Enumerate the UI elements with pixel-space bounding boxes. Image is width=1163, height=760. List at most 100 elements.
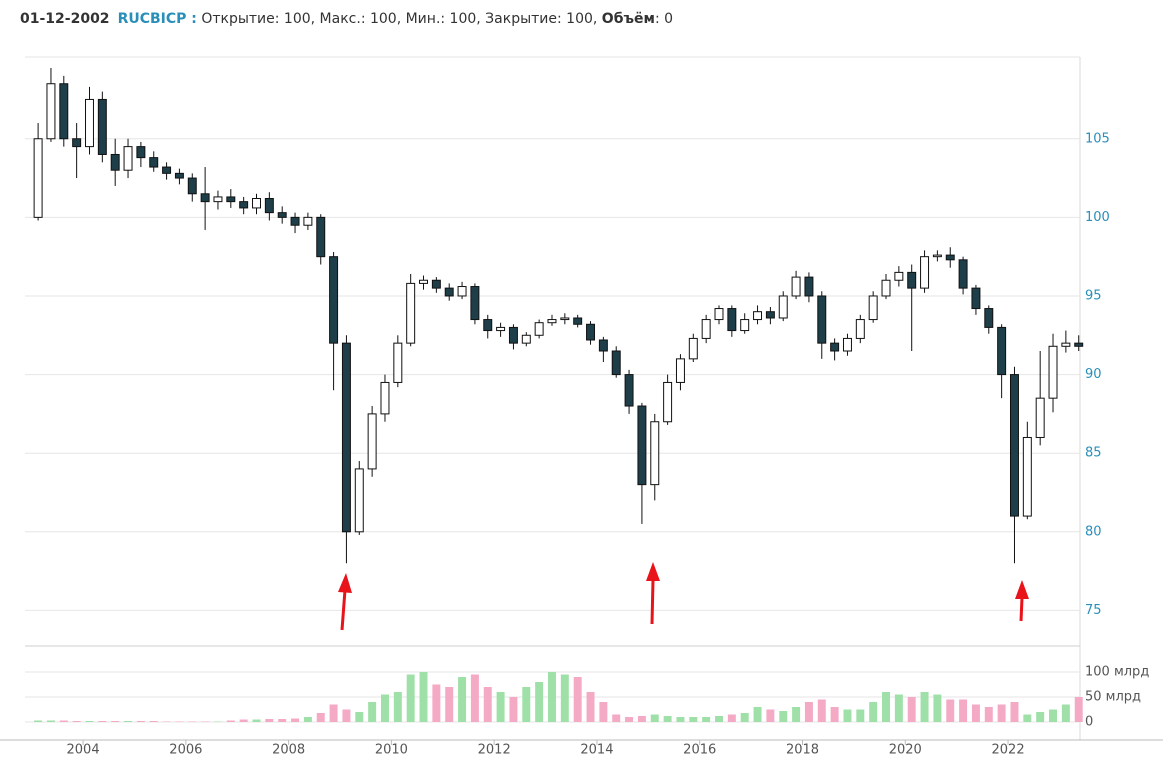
x-tick-label: 2004 [67,743,100,758]
x-tick-label: 2014 [580,743,613,758]
candle-body [508,326,518,344]
candle-body [136,146,146,159]
candle-body [200,193,210,203]
ohlc-fields: Открытие: 100, Макс.: 100, Мин.: 100, За… [201,11,598,27]
candle-body [586,323,596,341]
volume-bar [920,692,929,722]
volume-bar [984,707,993,722]
volume-bar [907,697,916,722]
candle-body [650,421,660,486]
candle-body [290,216,300,226]
candle-body [778,295,788,319]
volume-bar [239,719,248,722]
candle-body [701,319,711,339]
y-tick-label: 85 [1085,446,1102,461]
candle-body [740,319,750,332]
volume-tick-label: 50 млрд [1085,690,1141,705]
candle-body [945,254,955,261]
volume-bar [1049,709,1058,722]
x-tick-label: 2018 [786,743,819,758]
candle-body [842,337,852,352]
candle-body [239,201,249,209]
volume-bar [303,717,312,722]
candle-body [303,216,313,226]
candle-body [753,311,763,321]
candle-body [264,197,274,214]
candle-body [406,282,416,344]
volume-bar [509,697,518,722]
volume-bar [740,713,749,722]
candle-body [611,350,621,376]
volume-bar [406,674,415,722]
x-tick-label: 2012 [478,743,511,758]
volume-bar [419,672,428,722]
volume-bar [856,709,865,722]
candle-body [765,311,775,319]
volume-bar [355,712,364,722]
volume-bar [470,674,479,722]
candle-body [560,317,570,321]
arrow [340,589,347,631]
volume-bar [393,692,402,722]
x-tick-label: 2016 [683,743,716,758]
volume-bar [792,707,801,722]
volume-bar [715,716,723,722]
candle-body [791,276,801,297]
volume-bar [702,717,711,722]
volume-bar [1010,702,1019,722]
candle-body [1074,342,1084,347]
candle-body [72,138,82,148]
header: 01-12-2002 RUCBICP : Открытие: 100, Макс.… [20,11,673,27]
volume-bar [291,718,300,722]
volume-bar [136,721,145,722]
volume-bar [843,709,852,722]
volume-bar [496,692,505,722]
volume-bar [946,699,955,722]
volume-bar [265,719,274,722]
volume-tick-label: 100 млрд [1085,665,1149,680]
y-tick-label: 100 [1085,210,1110,225]
candle-body [971,287,981,310]
candle-body [1022,436,1032,517]
arrow-head [1015,580,1029,599]
y-tick-label: 80 [1085,524,1102,539]
volume-bar [226,720,235,722]
candle-body [624,374,634,407]
volume-bar [252,719,261,722]
candle-body [496,326,506,332]
volume-label: Объём [601,11,655,27]
volume-bar [869,702,878,722]
candle-body [855,319,865,339]
candle-body [997,326,1007,376]
volume-bar [278,719,287,722]
volume-bar [432,684,441,722]
candle-body [457,286,467,297]
candle-body [123,146,133,171]
candle-body [521,334,531,344]
arrow-head [646,562,660,581]
candle-body [598,339,608,352]
candle-body [431,279,441,289]
ticker: RUCBICP : [117,11,197,27]
y-tick-label: 90 [1085,367,1102,382]
volume-bar [316,713,325,722]
volume-bar [663,716,672,722]
volume-bar [817,699,826,722]
volume-bar [458,677,467,722]
candle-body [881,279,891,297]
candle-body [663,381,673,423]
volume-bar [1036,712,1045,722]
candle-body [804,276,814,297]
candle-body [932,254,942,258]
candle-body [187,177,197,195]
volume-bar [149,721,158,722]
volume-bar [727,714,736,722]
candle-body [534,322,544,336]
candle-body [393,342,403,383]
volume-bar [380,694,389,722]
x-tick-label: 2020 [889,743,922,758]
volume-bar [586,692,595,722]
arrow [650,579,655,625]
x-tick-label: 2010 [375,743,408,758]
